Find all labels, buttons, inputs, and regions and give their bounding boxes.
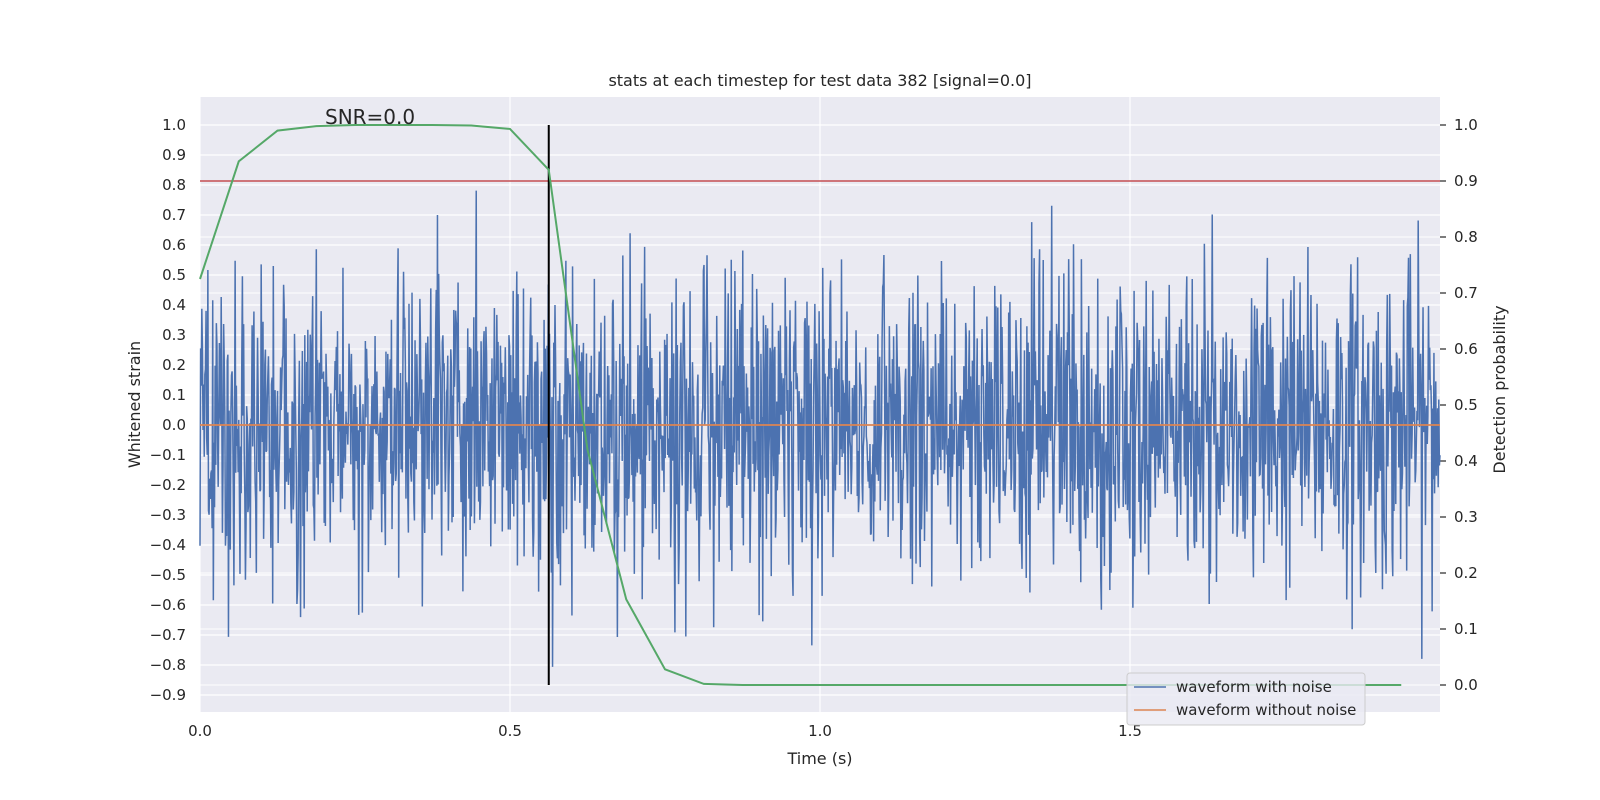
y-tick-label: −0.5 xyxy=(150,566,186,584)
y2-tick-label: 0.5 xyxy=(1454,396,1478,414)
y-tick-label: 0.6 xyxy=(162,236,186,254)
y-tick-label: 0.8 xyxy=(162,176,186,194)
y-tick-label: 0.1 xyxy=(162,386,186,404)
y-axis-left-ticks: 1.0 0.9 0.8 0.7 0.6 0.5 0.4 0.3 0.2 0.1 0.0 −0.1 −0.… xyxy=(150,116,186,704)
y-tick-label: −0.4 xyxy=(150,536,186,554)
y-tick-label: 0.9 xyxy=(162,146,186,164)
y2-axis-label: Detection probability xyxy=(1490,305,1509,473)
y-tick-label: −0.3 xyxy=(150,506,186,524)
y-axis-label: Whitened strain xyxy=(125,341,144,468)
y2-tick-label: 0.8 xyxy=(1454,228,1478,246)
x-tick-label: 0.5 xyxy=(498,722,522,740)
legend-label-clean: waveform without noise xyxy=(1176,701,1356,719)
y-tick-label: −0.8 xyxy=(150,656,186,674)
y-tick-label: 0.3 xyxy=(162,326,186,344)
snr-annotation: SNR=0.0 xyxy=(325,105,415,129)
chart-title: stats at each timestep for test data 382… xyxy=(608,71,1031,90)
y-tick-label: −0.9 xyxy=(150,686,186,704)
y-tick-label: 0.0 xyxy=(162,416,186,434)
y-tick-label: 1.0 xyxy=(162,116,186,134)
y2-tick-label: 0.3 xyxy=(1454,508,1478,526)
y-tick-label: −0.6 xyxy=(150,596,186,614)
y-tick-label: 0.2 xyxy=(162,356,186,374)
y2-tick-label: 0.2 xyxy=(1454,564,1478,582)
y2-tick-label: 0.6 xyxy=(1454,340,1478,358)
y2-tick-label: 0.0 xyxy=(1454,676,1478,694)
legend-box xyxy=(1126,672,1366,726)
y-tick-label: −0.7 xyxy=(150,626,186,644)
y-tick-label: 0.5 xyxy=(162,266,186,284)
x-axis-label: Time (s) xyxy=(786,749,852,768)
series-waveform-with-noise xyxy=(199,190,1441,667)
y-tick-label: −0.2 xyxy=(150,476,186,494)
y-axis-right-ticks: 0.0 0.1 0.2 0.3 0.4 0.5 0.6 0.7 0.8 0.9 1.0 xyxy=(1440,116,1478,694)
x-tick-label: 0.0 xyxy=(188,722,212,740)
y-tick-label: −0.1 xyxy=(150,446,186,464)
y-tick-label: 0.7 xyxy=(162,206,186,224)
x-tick-label: 1.5 xyxy=(1118,722,1142,740)
y2-tick-label: 0.4 xyxy=(1454,452,1478,470)
legend: waveform with noise waveform without noi… xyxy=(1126,672,1366,726)
x-axis-ticks: 0.0 0.5 1.0 1.5 xyxy=(188,722,1142,740)
y2-tick-label: 0.9 xyxy=(1454,172,1478,190)
x-tick-label: 1.0 xyxy=(808,722,832,740)
y2-tick-label: 1.0 xyxy=(1454,116,1478,134)
y-tick-label: 0.4 xyxy=(162,296,186,314)
y2-tick-label: 0.1 xyxy=(1454,620,1478,638)
y2-tick-label: 0.7 xyxy=(1454,284,1478,302)
legend-label-noise: waveform with noise xyxy=(1176,678,1332,696)
